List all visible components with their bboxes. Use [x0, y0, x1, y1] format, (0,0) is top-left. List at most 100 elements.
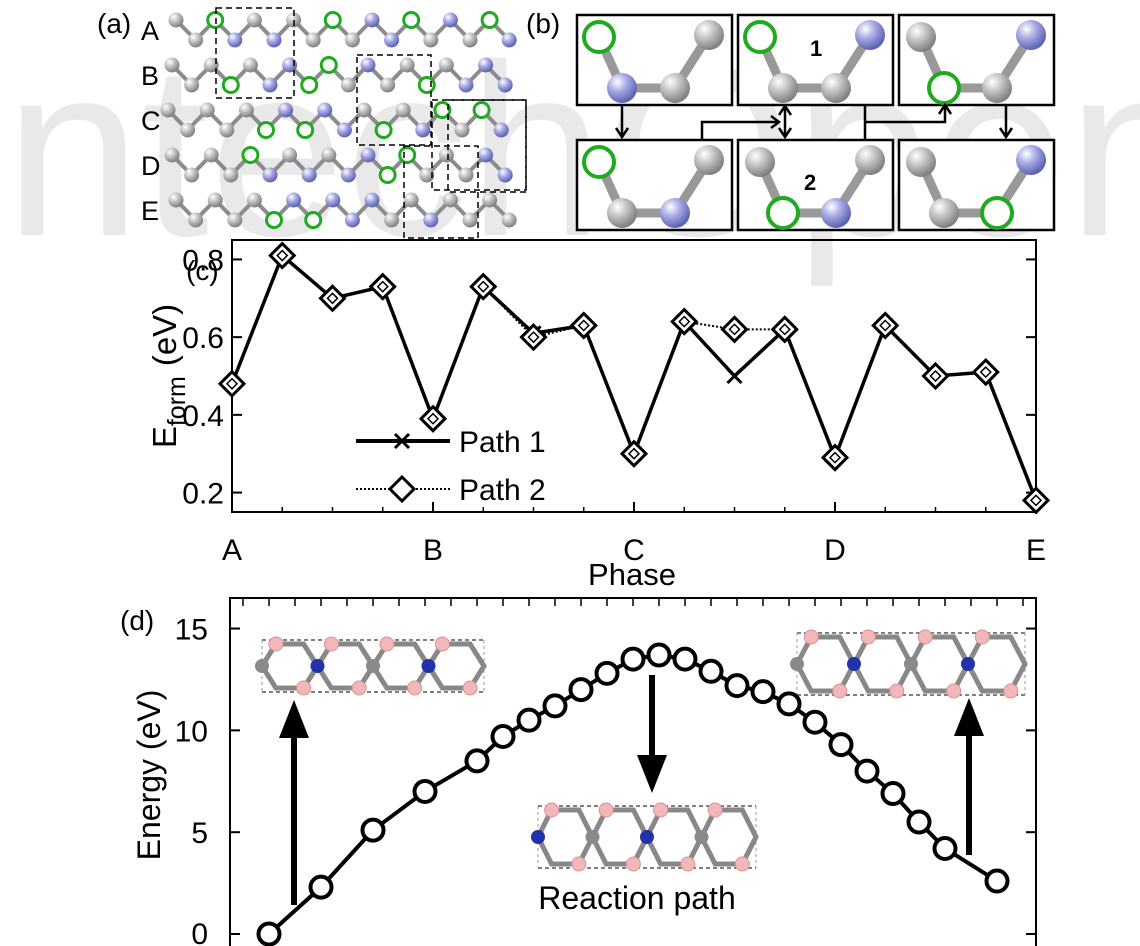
- panel-label-a: (a): [97, 8, 131, 39]
- chart-d-arrow-start-head: [279, 700, 309, 738]
- chart-d-point: [906, 809, 932, 835]
- panel-b-atom: [927, 71, 961, 105]
- panel-a-atom: [501, 212, 517, 228]
- panel-b-atom: [982, 73, 1012, 103]
- panel-a-atom: [398, 146, 417, 164]
- chart-d-point: [672, 646, 698, 672]
- panel-a-row-label-B: B: [141, 61, 159, 91]
- panel-a-atom: [282, 147, 298, 163]
- inset-ring-bond: [589, 807, 650, 867]
- panel-a-atom: [323, 11, 342, 29]
- panel-b-atom: [743, 20, 777, 54]
- panel-b-atom: [607, 198, 637, 228]
- chart-d-arrow-end-head: [954, 698, 984, 736]
- inset-ring-bond: [259, 641, 321, 691]
- legend-path2-diamond-marker: [387, 474, 417, 504]
- panel-b-atom: [980, 196, 1014, 230]
- inset-ring-bond: [370, 641, 432, 691]
- panel-a-atom: [480, 11, 499, 29]
- panel-b-atom: [766, 196, 800, 230]
- panel-b-bottom-box-1: [575, 138, 734, 232]
- panel-b-atom: [855, 20, 885, 50]
- panel-a-atom: [402, 11, 421, 29]
- svg-text:Eform(eV): Eform (eV): [146, 304, 191, 448]
- ylabel-unit: (eV): [146, 304, 183, 366]
- panel-a-atom: [497, 167, 513, 183]
- panel-a-atom: [282, 57, 298, 73]
- chart-c-point-path2: [268, 241, 297, 270]
- panel-a-dashed-box: [447, 99, 527, 193]
- chart-c-point-path2: [820, 443, 850, 472]
- panel-b-atom: [855, 145, 885, 175]
- inset-atom-c: [904, 657, 918, 671]
- panel-a-chain-row-B: [164, 56, 513, 94]
- chart-d-ytick-label: 5: [191, 817, 208, 850]
- panel-a-atom: [472, 101, 491, 119]
- panel-a-atom: [199, 102, 215, 118]
- chart-formation-energy: 0.2 0.4 0.6 0.8 A B C D E Path 1 Path 2 Eform (eV…: [146, 239, 1051, 592]
- panel-a-atom: [364, 192, 380, 208]
- inset-atom-b: [462, 680, 478, 696]
- panel-a-atom: [344, 32, 360, 48]
- chart-c-point-path2-inner: [527, 331, 540, 344]
- panel-a-atom: [184, 77, 200, 93]
- panel-b-atom: [906, 22, 936, 52]
- panel-a-chain-row-D: [164, 146, 513, 184]
- panel-a-atom: [278, 102, 294, 118]
- chart-d-xlabel: Reaction path: [538, 880, 735, 916]
- panel-a-atom: [378, 166, 397, 184]
- inset-atom-b: [351, 680, 367, 696]
- panel-b-arrows: [614, 102, 1014, 140]
- inset-atom-b: [379, 636, 395, 652]
- chart-c-point-path2: [318, 284, 347, 313]
- panel-a-atom: [286, 192, 302, 208]
- chart-c-point-path2-inner: [828, 451, 842, 464]
- inset-atom-n: [531, 830, 545, 844]
- chart-d-point: [594, 660, 620, 686]
- panel-a-atom: [184, 167, 200, 183]
- panel-b-arrow-link: [700, 120, 778, 140]
- panel-b-atom: [660, 73, 690, 103]
- chart-c-point-path2-inner: [376, 280, 389, 293]
- panel-a-atom: [340, 167, 356, 183]
- panel-a-atom: [433, 101, 452, 119]
- chart-c-point-path2: [519, 323, 548, 352]
- inset-atom-b: [434, 636, 450, 652]
- chart-c-point-path2-inner: [477, 280, 490, 293]
- panel-a-atom: [364, 12, 380, 28]
- chart-c-point-path2: [770, 315, 799, 344]
- panel-a-atom: [219, 122, 235, 138]
- panel-a-row-label-D: D: [141, 151, 161, 181]
- chart-c-point-path2-inner: [225, 377, 239, 390]
- chart-d-point: [542, 693, 568, 719]
- panel-a-atom: [462, 32, 478, 48]
- panel-a-atom: [423, 212, 439, 228]
- chart-c-point-path1: [726, 367, 743, 385]
- chart-c-point-path2-inner: [627, 447, 641, 460]
- chart-c-point-path2: [720, 315, 749, 344]
- panel-a-atom: [438, 147, 454, 163]
- inset-atom-c: [790, 657, 804, 671]
- inset-atom-b: [407, 680, 423, 696]
- chart-d-arrow-middle-head: [637, 755, 667, 793]
- chart-c-xtick-label: E: [1026, 534, 1046, 567]
- chart-d-point: [698, 658, 724, 684]
- inset-atom-c: [255, 659, 269, 673]
- panel-a-atom: [403, 192, 419, 208]
- panel-b-atom: [768, 73, 798, 103]
- chart-d-ytick-label: 0: [191, 918, 208, 946]
- inset-atom-c: [366, 659, 380, 673]
- inset-atom-c: [585, 830, 600, 844]
- chart-d-point: [724, 673, 750, 699]
- panel-a-unit-cell-boxes: [215, 7, 527, 239]
- chart-c-xtick-label: A: [222, 534, 242, 567]
- inset-atom-b: [946, 683, 962, 699]
- chart-c-ytick-label: 0.6: [182, 322, 224, 355]
- panel-label-b: (b): [526, 8, 560, 39]
- panel-a-atom: [242, 57, 258, 73]
- chart-d-point: [308, 874, 334, 900]
- chart-d-point: [646, 642, 672, 668]
- inset-atom-c: [694, 830, 709, 844]
- chart-d-point: [854, 758, 880, 784]
